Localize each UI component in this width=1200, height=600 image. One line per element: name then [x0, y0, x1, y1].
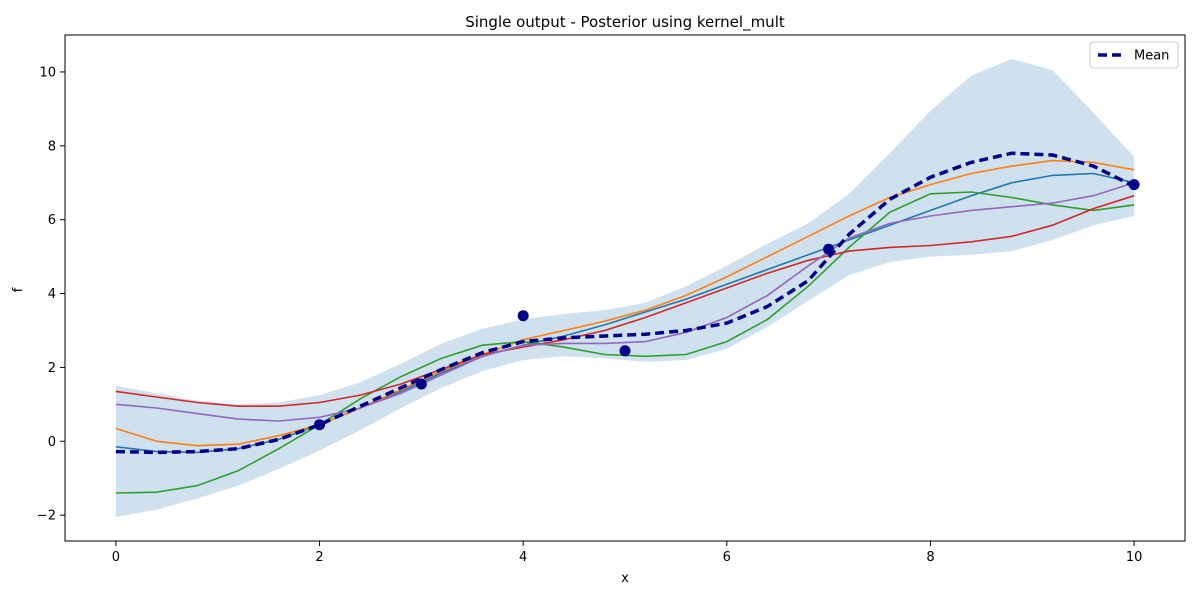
observation-point — [314, 419, 325, 431]
y-tick-label: 8 — [48, 139, 56, 154]
sample-line-4 — [115, 194, 1135, 407]
axes-frame — [64, 34, 1186, 542]
observation-point — [823, 243, 835, 255]
mean-line — [115, 151, 1135, 455]
plot-area: 0 2 4 6 8 10 −2 0 2 4 6 8 10 — [37, 34, 1186, 565]
y-tick-label: 2 — [48, 361, 56, 376]
y-tick-label: 4 — [48, 287, 56, 302]
x-tick-label: 8 — [926, 550, 934, 565]
legend-box — [1089, 41, 1179, 69]
observation-point — [415, 378, 427, 390]
y-axis-label: f — [11, 287, 26, 292]
legend-mean-label: Mean — [1134, 49, 1169, 64]
legend: Mean — [1089, 41, 1179, 69]
sample-line-2 — [115, 159, 1135, 447]
x-tick-label: 2 — [315, 550, 323, 565]
y-tick-label: 10 — [39, 65, 56, 80]
confidence-band — [115, 59, 1135, 517]
x-tick-label: 0 — [112, 550, 120, 565]
observation-point — [1128, 179, 1140, 191]
y-tick-label: −2 — [37, 509, 56, 524]
y-tick-label: 6 — [48, 213, 56, 228]
x-tick-label: 4 — [519, 550, 527, 565]
chart-title: Single output - Posterior using kernel_m… — [465, 13, 785, 32]
sample-line-5 — [115, 181, 1135, 422]
x-tick-label: 10 — [1126, 550, 1143, 565]
observation-point — [517, 310, 529, 322]
x-axis-label: x — [621, 571, 629, 586]
x-tick-label: 6 — [723, 550, 731, 565]
observation-point — [619, 345, 631, 357]
y-tick-label: 0 — [48, 435, 56, 450]
